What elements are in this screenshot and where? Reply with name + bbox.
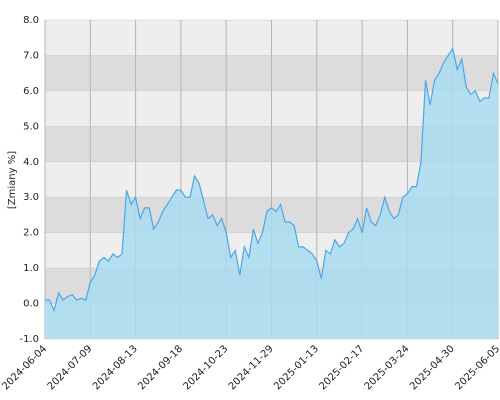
x-tick-label: 2024-09-18 — [136, 343, 185, 392]
y-tick-label: 8.0 — [23, 15, 39, 26]
x-tick-label: 2024-11-29 — [227, 343, 276, 392]
y-tick-label: -1.0 — [19, 334, 39, 345]
y-axis-label: [Zmiany %] — [7, 151, 18, 209]
x-tick-label: 2024-10-23 — [182, 343, 231, 392]
y-tick-label: 7.0 — [23, 50, 39, 61]
x-tick-label: 2025-03-24 — [363, 343, 412, 392]
x-tick-label: 2024-06-04 — [0, 343, 49, 392]
y-tick-label: 3.0 — [23, 192, 39, 203]
y-tick-label: 0.0 — [23, 299, 39, 310]
x-tick-label: 2025-01-13 — [272, 343, 321, 392]
x-tick-label: 2025-04-30 — [408, 343, 457, 392]
x-tick-label: 2025-02-17 — [317, 343, 366, 392]
y-tick-label: 2.0 — [23, 228, 39, 239]
area-fill — [45, 48, 498, 340]
y-tick-label: 4.0 — [23, 157, 39, 168]
x-tick-label: 2025-06-05 — [453, 343, 500, 392]
line — [45, 46, 499, 313]
y-tick-label: 6.0 — [23, 86, 39, 97]
y-tick-label: 1.0 — [23, 263, 39, 274]
y-tick-label: 5.0 — [23, 121, 39, 132]
x-tick-label: 2024-08-13 — [91, 343, 140, 392]
x-tick-label: 2024-07-09 — [46, 343, 95, 392]
